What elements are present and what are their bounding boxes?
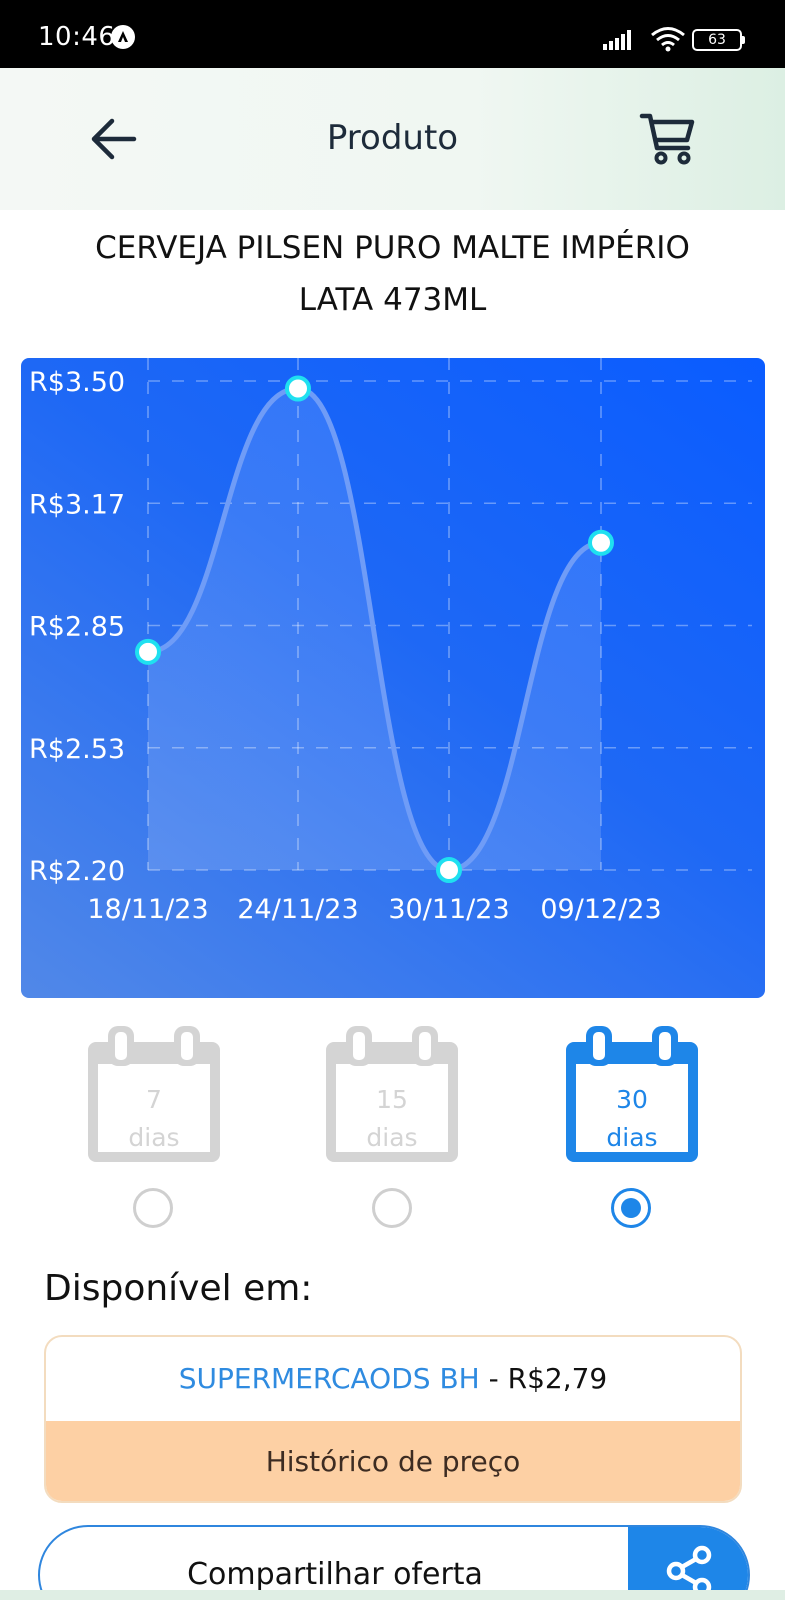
battery-level: 63 [708,32,726,48]
available-title: Disponível em: [44,1268,313,1309]
period-number: 7 [146,1085,162,1114]
signal-icon [603,30,631,50]
chart-y-tick-label: R$2.85 [29,612,125,643]
chart-y-tick-label: R$3.50 [29,367,125,398]
chart-x-tick-label: 30/11/23 [388,894,509,925]
store-offer-card: SUPERMERCAODS BH - R$2,79 Histórico de p… [44,1335,742,1503]
chart-y-tick-label: R$2.20 [29,856,125,887]
calendar-icon [566,1026,698,1162]
period-7-radio[interactable] [133,1188,173,1228]
store-row[interactable]: SUPERMERCAODS BH - R$2,79 [46,1337,740,1421]
product-title-line-1: CERVEJA PILSEN PURO MALTE IMPÉRIO [95,230,690,266]
period-15-radio[interactable] [372,1188,412,1228]
status-time: 10:46 [38,22,116,52]
page-title: Produto [326,118,459,158]
price-chart: R$3.50 R$3.17 R$2.85 R$2.53 R$2.20 18/11/23 24… [21,358,765,998]
period-number: 30 [616,1085,648,1114]
status-bar: 10:46 63 [0,0,785,68]
store-name[interactable]: SUPERMERCAODS BH [178,1362,480,1395]
cart-button[interactable] [638,108,698,168]
period-unit: dias [128,1123,180,1152]
chart-x-tick-label: 09/12/23 [540,894,661,925]
chart-y-tick-label: R$3.17 [29,489,125,520]
bottom-strip [0,1590,785,1600]
chart-x-tick-label: 24/11/23 [237,894,358,925]
wifi-icon [651,27,685,52]
calendar-icon [88,1026,220,1162]
store-price: R$2,79 [507,1362,608,1395]
calendar-icon [326,1026,458,1162]
battery-icon: 63 [692,29,742,51]
period-number: 15 [376,1085,408,1114]
share-icon-button[interactable] [628,1527,748,1600]
price-history-button[interactable]: Histórico de preço [46,1421,740,1501]
battery-tip [742,36,745,44]
period-unit: dias [366,1123,418,1152]
product-title: CERVEJA PILSEN PURO MALTE IMPÉRIO LATA 4… [30,222,755,326]
app-notification-icon [111,25,135,49]
store-separator: - [479,1362,508,1395]
chart-x-tick-label: 18/11/23 [87,894,208,925]
chart-series-line [145,386,604,873]
back-button[interactable] [88,112,142,166]
period-15-days[interactable]: 15 dias [326,1026,458,1174]
share-offer-button[interactable]: Compartilhar oferta [38,1525,750,1600]
price-chart-svg: R$3.50 R$3.17 R$2.85 R$2.53 R$2.20 18/11/23 24… [29,358,752,925]
share-offer-label: Compartilhar oferta [187,1557,483,1592]
product-title-line-2: LATA 473ML [298,282,487,318]
app-header: Produto [0,68,785,210]
period-30-radio[interactable] [611,1188,651,1228]
chart-data-point [285,375,311,402]
period-unit: dias [606,1123,658,1152]
chart-y-tick-label: R$2.53 [29,734,125,765]
chart-data-point [588,529,614,556]
arrow-left-icon [91,118,137,160]
chart-data-point [135,638,161,665]
chart-data-point [436,857,462,883]
chart-area-fill [148,388,601,870]
shopping-cart-icon [639,113,695,165]
period-7-days[interactable]: 7 dias [88,1026,220,1174]
period-30-days[interactable]: 30 dias [566,1026,698,1174]
